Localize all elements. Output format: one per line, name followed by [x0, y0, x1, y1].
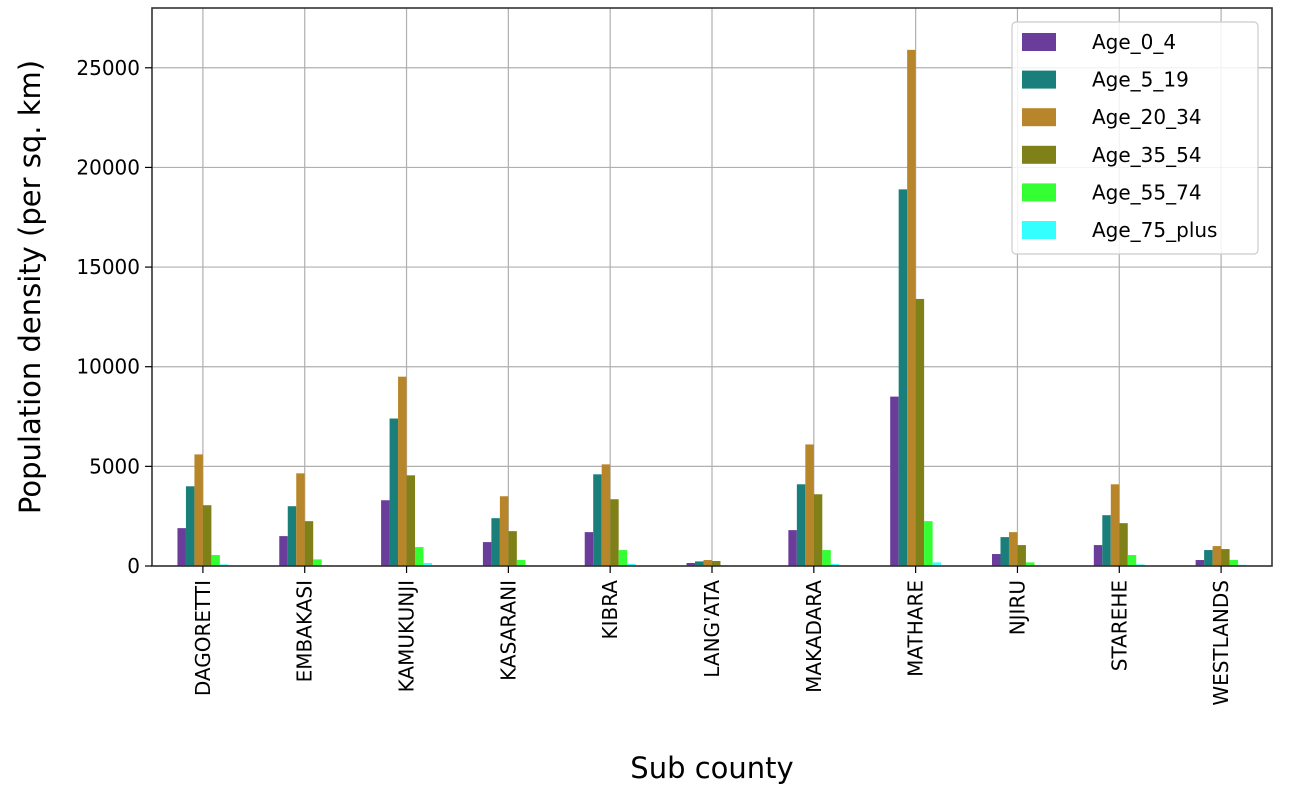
legend-label: Age_35_54 [1092, 143, 1202, 167]
legend-label: Age_0_4 [1092, 30, 1176, 54]
legend-swatch [1022, 145, 1056, 164]
x-tick-label: NJIRU [1005, 580, 1029, 635]
bar-Age_35_54-MAKADARA [813, 494, 823, 566]
legend-swatch [1022, 108, 1056, 127]
bar-Age_0_4-NJIRU [992, 554, 1001, 566]
y-tick-label: 25000 [76, 56, 140, 80]
bar-Age_5_19-LANG'ATA [695, 561, 704, 566]
legend-box [1011, 21, 1259, 255]
y-tick-label: 15000 [76, 255, 140, 279]
bar-Age_5_19-KASARANI [491, 518, 500, 566]
bar-Age_0_4-MAKADARA [788, 530, 797, 566]
x-tick-label: KIBRA [598, 580, 622, 640]
legend: Age_0_4 Age_5_19 Age_20_34 Age_35_54 Age_55_… [1011, 21, 1259, 255]
bar-Age_5_19-KAMUKUNJI [389, 418, 399, 566]
legend-swatch [1022, 183, 1056, 202]
x-axis-label: Sub county [630, 751, 793, 785]
bar-Age_5_19-DAGORETTI [185, 486, 195, 566]
y-tick-label: 10000 [76, 355, 140, 379]
bar-Age_0_4-KAMUKUNJI [381, 500, 390, 566]
bar-Age_5_19-WESTLANDS [1204, 550, 1213, 566]
bar-Age_0_4-DAGORETTI [177, 528, 186, 566]
bar-Age_20_34-MAKADARA [805, 444, 814, 566]
bar-Age_35_54-WESTLANDS [1221, 549, 1230, 566]
bar-Age_20_34-MATHARE [907, 49, 916, 567]
bar-Age_0_4-LANG'ATA [686, 563, 696, 566]
bar-Age_55_74-STAREHE [1127, 555, 1137, 566]
axis-ticks: 0 5000 10000 15000 20000 25000 DAGORETTI EMBAKA… [76, 56, 1233, 706]
bar-Age_20_34-KASARANI [499, 496, 509, 566]
bar-Age_20_34-WESTLANDS [1212, 546, 1222, 566]
bar-Age_35_54-LANG'ATA [712, 561, 721, 566]
bar-Age_20_34-STAREHE [1110, 484, 1120, 566]
x-tick-label: EMBAKASI [293, 580, 317, 682]
bar-Age_0_4-STAREHE [1093, 545, 1103, 566]
bar-Age_0_4-EMBAKASI [279, 536, 288, 566]
bar-Age_55_74-MATHARE [924, 521, 933, 566]
bar-Age_35_54-STAREHE [1119, 523, 1128, 566]
bar-Age_35_54-DAGORETTI [202, 505, 212, 566]
bar-Age_0_4-KIBRA [584, 532, 594, 566]
legend-swatch [1022, 221, 1056, 239]
bar-Age_0_4-WESTLANDS [1195, 560, 1205, 566]
bar-Age_20_34-EMBAKASI [296, 473, 305, 566]
y-axis-label: Population density (per sq. km) [13, 60, 47, 514]
legend-label: Age_20_34 [1092, 105, 1202, 129]
legend-label: Age_55_74 [1092, 180, 1202, 204]
bar-Age_55_74-KIBRA [618, 550, 628, 566]
bar-Age_0_4-MATHARE [890, 396, 899, 566]
bar-Age_35_54-KIBRA [610, 499, 619, 566]
bar-Age_75_plus-MATHARE [932, 562, 942, 566]
x-tick-label: KASARANI [496, 580, 520, 681]
legend-label: Age_75_plus [1092, 218, 1217, 242]
bar-Age_55_74-KASARANI [516, 560, 526, 566]
bar-Age_35_54-KAMUKUNJI [406, 475, 416, 566]
bar-Age_55_74-DAGORETTI [211, 555, 220, 566]
bar-Age_20_34-DAGORETTI [194, 454, 203, 566]
x-tick-label: KAMUKUNJI [395, 580, 419, 692]
bar-Age_55_74-KAMUKUNJI [415, 547, 424, 566]
bar-Age_75_plus-KAMUKUNJI [423, 563, 432, 566]
bar-Age_5_19-STAREHE [1102, 515, 1111, 566]
x-tick-label: WESTLANDS [1209, 580, 1233, 706]
y-tick-label: 0 [127, 554, 140, 578]
y-tick-label: 5000 [89, 454, 140, 478]
bar-Age_55_74-EMBAKASI [313, 559, 322, 566]
bar-Age_55_74-NJIRU [1025, 562, 1035, 566]
bar-Age_5_19-MATHARE [898, 189, 908, 566]
x-tick-label: LANG'ATA [700, 580, 724, 678]
x-tick-label: MAKADARA [802, 580, 826, 693]
legend-label: Age_5_19 [1092, 68, 1189, 92]
bar-Age_55_74-WESTLANDS [1229, 560, 1239, 566]
y-tick-label: 20000 [76, 155, 140, 179]
x-tick-label: STAREHE [1107, 580, 1131, 671]
legend-swatch [1022, 33, 1056, 51]
bar-Age_20_34-LANG'ATA [703, 560, 712, 566]
bar-Age_35_54-KASARANI [508, 531, 517, 566]
bar-Age_20_34-KIBRA [601, 464, 611, 566]
bar-Age_5_19-NJIRU [1000, 537, 1009, 566]
bar-Age_55_74-MAKADARA [822, 550, 831, 566]
bar-Age_20_34-NJIRU [1008, 532, 1018, 566]
bar-Age_75_plus-KIBRA [627, 564, 636, 566]
bar-Age_75_plus-MAKADARA [830, 564, 840, 566]
bars [177, 49, 1247, 567]
bar-Age_0_4-KASARANI [482, 542, 492, 566]
bar-Age_35_54-NJIRU [1017, 545, 1026, 566]
bar-Age_5_19-MAKADARA [796, 484, 806, 566]
x-tick-label: MATHARE [904, 580, 928, 677]
bar-Age_35_54-EMBAKASI [304, 521, 314, 566]
bar-Age_20_34-KAMUKUNJI [398, 376, 407, 566]
legend-swatch [1022, 70, 1056, 89]
bar-Age_5_19-EMBAKASI [287, 506, 297, 566]
bar-Age_5_19-KIBRA [593, 474, 602, 566]
bar-Age_35_54-MATHARE [915, 298, 925, 566]
x-tick-label: DAGORETTI [191, 580, 215, 696]
